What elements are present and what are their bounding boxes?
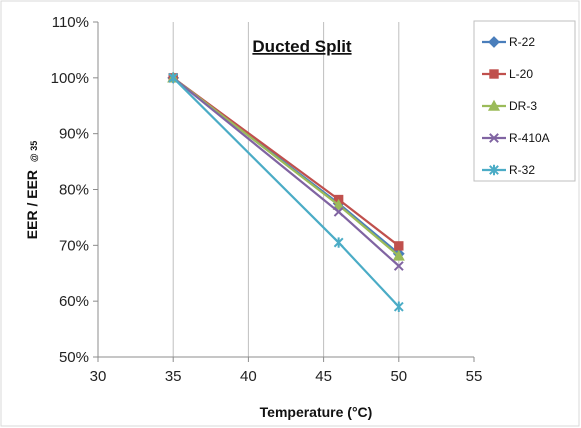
data-point-R-410A-46: [333, 206, 344, 217]
x-tick-label-30: 30: [90, 368, 107, 385]
y-tick-label-110: 110%: [52, 14, 89, 31]
legend-marker-R-22: [488, 36, 500, 48]
legend-label-L-20: L-20: [509, 67, 533, 81]
data-point-R-410A-50: [393, 261, 404, 271]
y-axis-ticks: 50% 60% 70% 80% 90% 100% 110%: [51, 14, 98, 366]
data-point-R-32-46: [333, 237, 344, 248]
legend-marker-DR-3: [487, 99, 501, 111]
data-point-L-20-50: [394, 241, 404, 251]
data-point-DR-3-46: [332, 198, 345, 210]
chart-title: Ducted Split: [252, 37, 352, 56]
y-axis-title: EER / EER @ 35: [24, 141, 40, 239]
y-axis-title-main: EER / EER: [24, 170, 40, 239]
x-tick-label-50: 50: [390, 368, 407, 385]
y-tick-label-60: 60%: [59, 293, 89, 310]
y-tick-label-50: 50%: [59, 349, 89, 366]
legend-label-R-32: R-32: [509, 163, 535, 177]
data-point-DR-3-50: [392, 249, 405, 261]
legend-box: [473, 20, 576, 182]
x-tick-label-55: 55: [466, 368, 483, 385]
legend-marker-R-32: [489, 164, 499, 176]
legend-label-DR-3: DR-3: [509, 99, 537, 113]
legend-marker-L-20: [489, 69, 499, 79]
data-point-R-32-50: [393, 301, 404, 312]
legend: R-22 L-20 DR-3 R-410A R-32: [473, 20, 576, 182]
x-axis-title: Temperature (°C): [260, 404, 373, 420]
legend-marker-R-410A: [489, 133, 499, 143]
legend-label-R-410A: R-410A: [509, 131, 550, 145]
x-tick-label-35: 35: [165, 368, 182, 385]
y-axis-title-sub: @ 35: [29, 141, 39, 162]
y-tick-label-80: 80%: [59, 182, 89, 199]
x-tick-label-45: 45: [315, 368, 332, 385]
data-point-R-32-35: [168, 72, 179, 84]
legend-label-R-22: R-22: [509, 35, 535, 49]
x-axis-ticks: 30 35 40 45 50 55: [90, 357, 483, 385]
series-layer: [167, 71, 405, 312]
x-tick-label-40: 40: [240, 368, 257, 385]
y-tick-label-90: 90%: [59, 126, 89, 143]
y-tick-label-100: 100%: [51, 70, 89, 87]
y-tick-label-70: 70%: [59, 237, 89, 254]
